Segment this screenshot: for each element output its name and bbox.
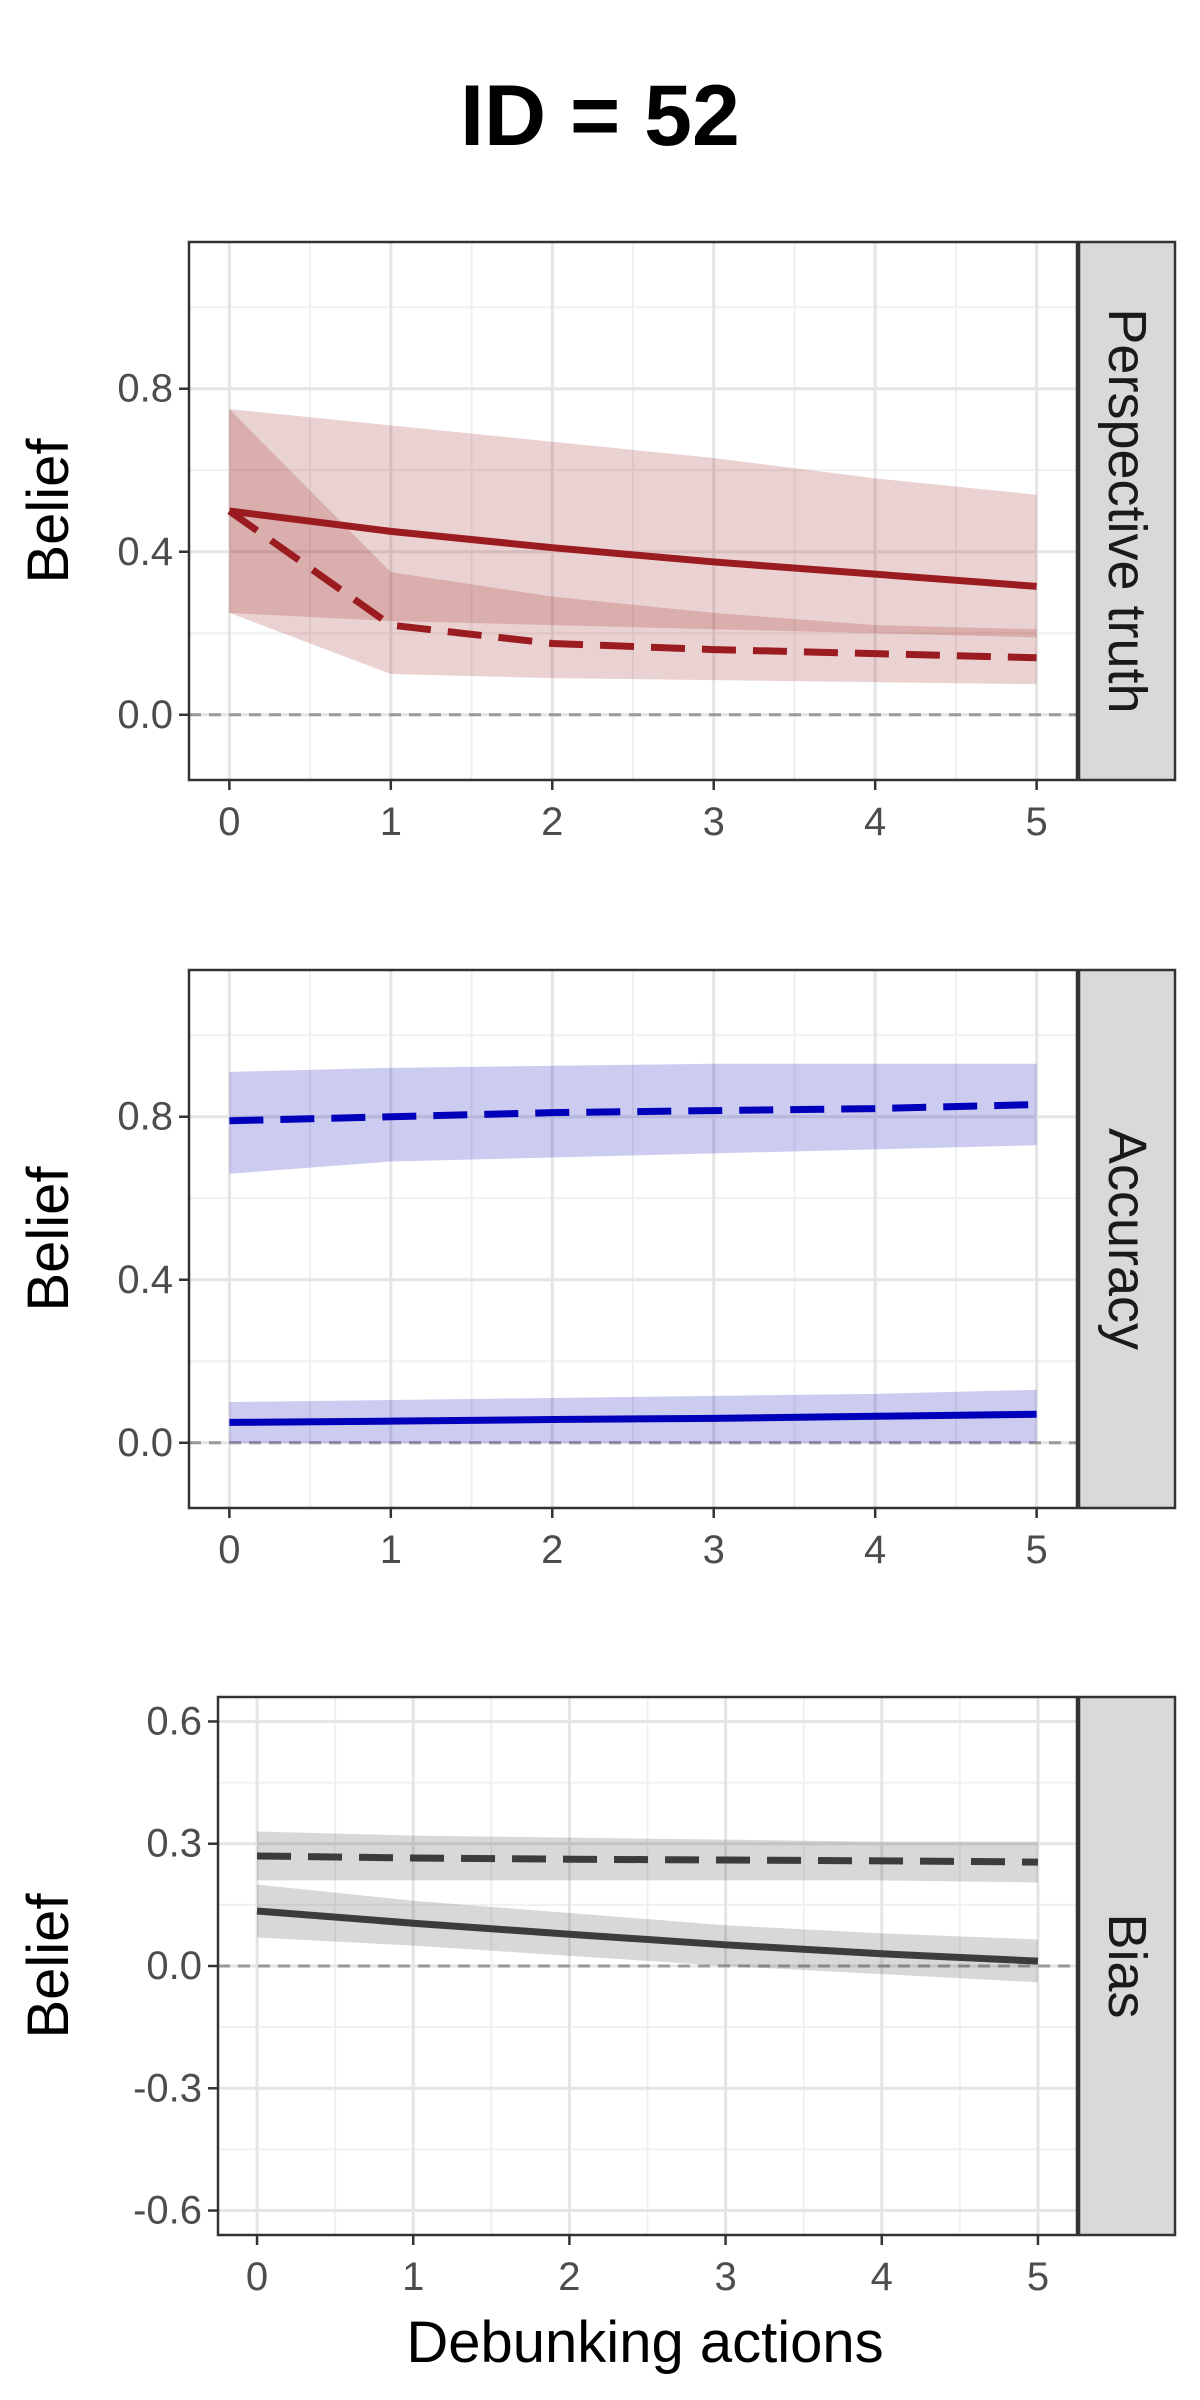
confidence-band <box>257 1884 1038 1983</box>
series-line-dashed <box>227 508 1037 662</box>
panel-border <box>187 240 1079 782</box>
y-axis-ticks: 0.0 0.4 0.8 <box>117 1095 189 1465</box>
y-tick-label: 0.4 <box>117 530 173 574</box>
panel-accuracy: 0.0 0.4 0.8 0 1 2 3 4 5 Belief Accuracy <box>16 968 1177 1572</box>
panel-perspective-truth: 0.0 0.4 0.8 0 1 2 3 4 5 Belief Perspective trut… <box>16 240 1177 844</box>
series-lines <box>256 1852 1039 1965</box>
x-tick-label: 2 <box>541 1528 563 1572</box>
y-tick-label: 0.3 <box>146 1822 202 1866</box>
confidence-band <box>229 409 1037 685</box>
x-tick-label: 5 <box>1026 800 1048 844</box>
x-tick-label: 0 <box>218 1528 240 1572</box>
y-tick-label: -0.6 <box>133 2189 202 2233</box>
strip-background <box>1077 968 1177 1510</box>
y-tick-label: -0.3 <box>133 2066 202 2110</box>
panel-bias: -0.6 -0.3 0.0 0.3 0.6 0 1 2 3 4 5 Belief Bias <box>16 1695 1177 2299</box>
y-tick-label: 0.8 <box>117 367 173 411</box>
panel-border <box>187 968 1079 1510</box>
strip-background <box>1077 240 1177 782</box>
x-tick-label: 4 <box>864 800 886 844</box>
x-tick-label: 2 <box>558 2255 580 2299</box>
x-tick-label: 4 <box>871 2255 893 2299</box>
x-tick-label: 1 <box>380 1528 402 1572</box>
series-lines <box>229 1101 1037 1426</box>
confidence-bands <box>229 409 1037 685</box>
y-tick-label: 0.4 <box>117 1258 173 1302</box>
x-tick-label: 5 <box>1026 1528 1048 1572</box>
series-lines <box>227 507 1037 662</box>
series-line-solid <box>256 1907 1039 1965</box>
series-line-solid <box>228 507 1037 590</box>
strip-background <box>1077 1695 1177 2237</box>
y-tick-label: 0.0 <box>117 1421 173 1465</box>
y-axis-ticks: 0.0 0.4 0.8 <box>117 367 189 737</box>
series-line-solid <box>229 1410 1037 1426</box>
y-tick-label: 0.8 <box>117 1095 173 1139</box>
x-axis-ticks: 0 1 2 3 4 5 <box>246 2235 1049 2299</box>
x-tick-label: 1 <box>380 800 402 844</box>
x-tick-label: 3 <box>714 2255 736 2299</box>
strip-label: Accuracy <box>1097 1128 1157 1350</box>
y-tick-label: 0.0 <box>117 693 173 737</box>
x-tick-label: 0 <box>218 800 240 844</box>
y-axis-ticks: -0.6 -0.3 0.0 0.3 0.6 <box>133 1699 218 2233</box>
y-tick-label: 0.0 <box>146 1944 202 1988</box>
y-axis-label: Belief <box>16 438 81 584</box>
y-axis-label: Belief <box>16 1166 81 1312</box>
series-line-dashed <box>229 1101 1037 1125</box>
gridlines <box>218 1697 1077 2235</box>
x-tick-label: 1 <box>402 2255 424 2299</box>
x-tick-label: 3 <box>703 1528 725 1572</box>
x-tick-label: 3 <box>703 800 725 844</box>
strip-label: Perspective truth <box>1097 308 1157 713</box>
series-line-dashed <box>256 1852 1038 1866</box>
x-tick-label: 0 <box>246 2255 268 2299</box>
x-tick-label: 2 <box>541 800 563 844</box>
chart-title: ID = 52 <box>460 68 740 164</box>
y-axis-label: Belief <box>16 1893 81 2039</box>
strip-label: Bias <box>1097 1913 1157 2018</box>
confidence-band <box>229 409 1037 638</box>
x-axis-ticks: 0 1 2 3 4 5 <box>218 1508 1048 1572</box>
confidence-band <box>229 1063 1037 1174</box>
x-axis-ticks: 0 1 2 3 4 5 <box>218 780 1048 844</box>
x-tick-label: 5 <box>1027 2255 1049 2299</box>
x-axis-label: Debunking actions <box>406 2310 883 2375</box>
y-tick-label: 0.6 <box>146 1699 202 1743</box>
x-tick-label: 4 <box>864 1528 886 1572</box>
